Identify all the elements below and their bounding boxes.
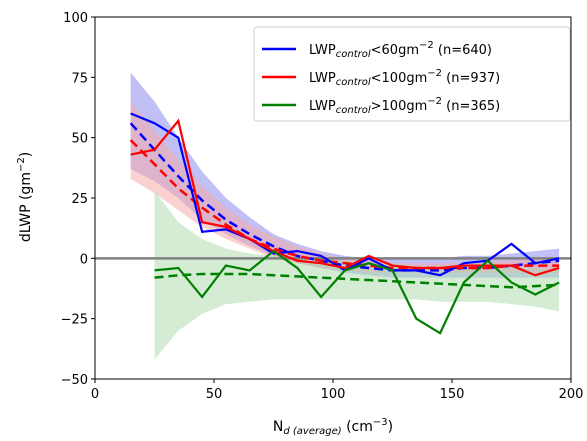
x-tick-label: 150 [440,387,465,402]
legend-entry-1: LWPcontrol<60gm−2 (n=640) [309,40,492,60]
data-lines [130,112,560,335]
y-tick-label: 100 [63,11,88,26]
x-tick-label: 200 [559,387,584,402]
legend-box [253,26,571,122]
y-tick-label: 25 [71,192,88,207]
x-tick-label: 50 [206,387,223,402]
fit-lines [129,122,560,289]
y-tick-label: −25 [61,313,88,328]
legend-entry-3: LWPcontrol>100gm−2 (n=365) [309,96,500,116]
confidence-band-3 [154,190,560,360]
x-axis-label: Nd (average) (cm−3) [273,417,393,437]
y-axis-label: dLWP (gm−2) [16,152,34,242]
confidence-bands [130,72,560,360]
fit-line-2 [129,139,560,270]
legend: LWPcontrol<60gm−2 (n=640) LWPcontrol<100g… [253,26,571,122]
confidence-band-2 [130,101,560,273]
y-axis-ticks: −50 −25 0 25 50 75 100 [61,11,95,388]
y-tick-label: 0 [80,252,88,267]
y-tick-label: 50 [71,132,88,147]
x-tick-label: 100 [321,387,346,402]
y-tick-label: 75 [71,71,88,86]
series-line-2 [130,118,560,277]
y-tick-label: −50 [61,373,88,388]
series-line-3 [154,249,560,335]
legend-entry-2: LWPcontrol<100gm−2 (n=937) [309,68,500,88]
fit-line-3 [154,272,560,289]
x-axis-ticks: 0 50 100 150 200 [91,379,584,402]
x-tick-label: 0 [91,387,99,402]
